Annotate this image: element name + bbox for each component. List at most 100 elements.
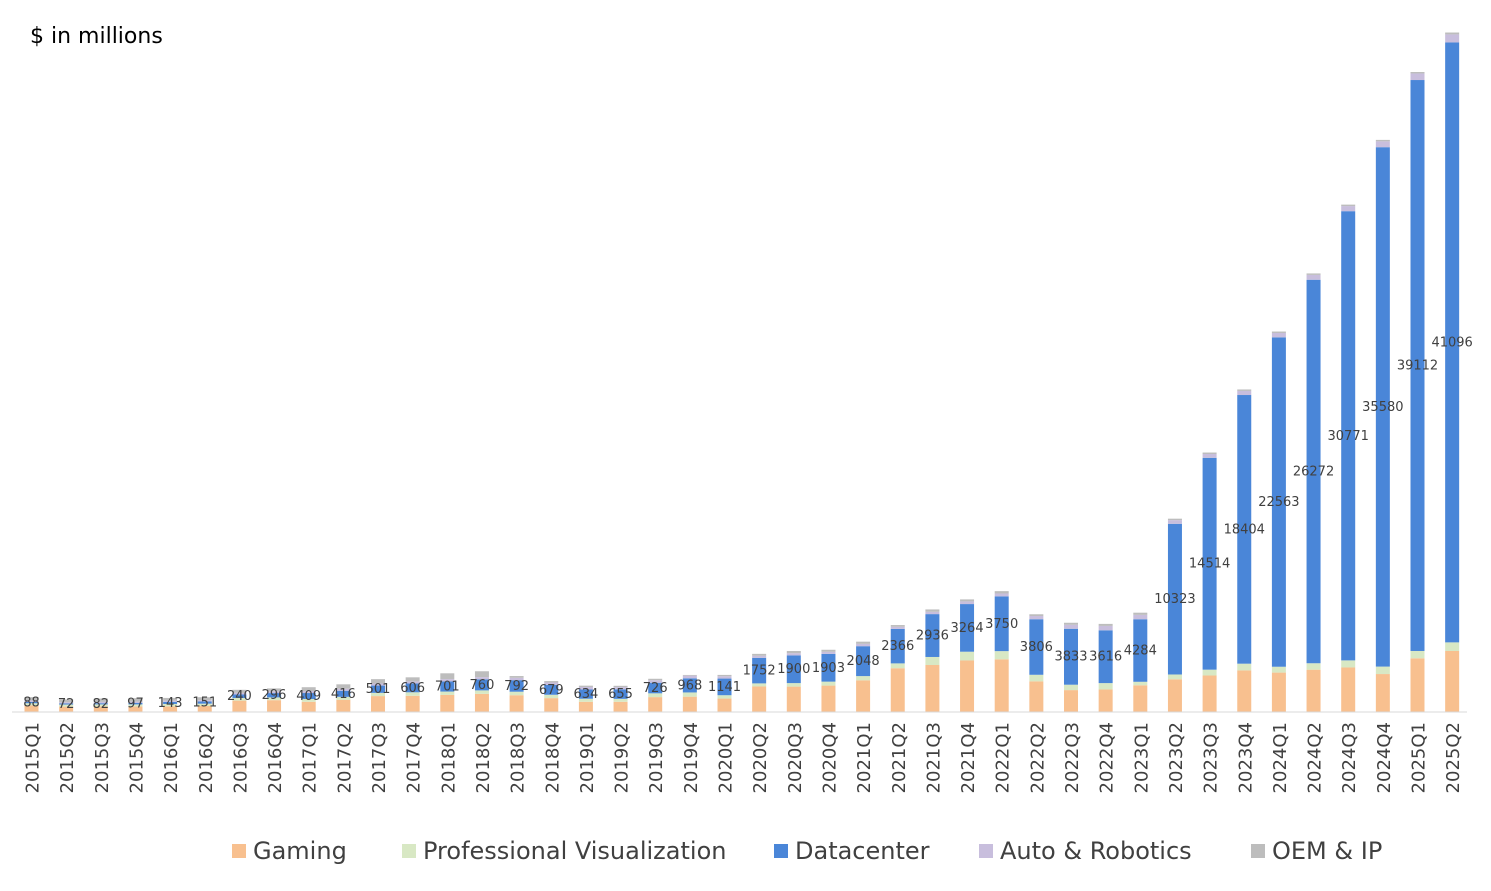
- bar-oem-and-ip-2024Q3: [1341, 204, 1356, 207]
- x-tick-2025Q2: 2025Q2: [1443, 722, 1464, 793]
- bar-oem-and-ip-2024Q4: [1375, 139, 1390, 142]
- data-label-2023Q1: 4284: [1124, 644, 1157, 659]
- x-tick-2021Q3: 2021Q3: [923, 722, 944, 793]
- legend-swatch-datacenter: [774, 844, 788, 858]
- bar-oem-and-ip-2016Q1: [163, 697, 178, 701]
- bar-professional-visualization-2016Q4: [267, 697, 282, 701]
- x-tick-2019Q1: 2019Q1: [577, 722, 598, 793]
- bar-professional-visualization-2023Q3: [1202, 669, 1217, 676]
- bar-professional-visualization-2019Q4: [682, 692, 697, 697]
- bar-oem-and-ip-2025Q1: [1410, 72, 1425, 74]
- bar-oem-and-ip-2024Q1: [1271, 331, 1286, 333]
- data-label-2025Q2: 41096: [1431, 335, 1472, 350]
- bar-gaming-2018Q1: [440, 694, 455, 712]
- bar-oem-and-ip-2025Q2: [1445, 32, 1460, 35]
- bar-professional-visualization-2017Q3: [371, 692, 385, 697]
- bar-gaming-2020Q4: [821, 685, 836, 712]
- bar-professional-visualization-2023Q2: [1167, 674, 1182, 680]
- x-tick-2015Q4: 2015Q4: [126, 722, 147, 793]
- legend-label-oem-and-ip: OEM & IP: [1272, 837, 1382, 865]
- bar-oem-and-ip-2020Q1: [717, 674, 732, 677]
- bar-professional-visualization-2017Q2: [336, 696, 351, 700]
- bar-professional-visualization-2018Q3: [509, 691, 524, 696]
- bar-gaming-2017Q1: [301, 701, 316, 712]
- bar-datacenter-2015Q3: [93, 703, 108, 705]
- bar-gaming-2022Q4: [1098, 689, 1113, 712]
- data-label-2016Q2: 151: [192, 696, 217, 711]
- bar-oem-and-ip-2019Q1: [578, 685, 593, 687]
- datacenter-data-labels: 88 72 82 97 143 151 240 296 409 416 501 606 701 760 79…: [23, 335, 1473, 712]
- data-label-2018Q1: 701: [435, 679, 460, 694]
- bar-oem-and-ip-2018Q4: [544, 681, 559, 683]
- data-label-2021Q1: 2048: [847, 654, 880, 669]
- x-tick-2022Q2: 2022Q2: [1027, 722, 1048, 793]
- bar-oem-and-ip-2019Q3: [648, 678, 663, 681]
- bar-auto-and-robotics-2017Q1: [301, 690, 316, 694]
- bar-professional-visualization-2020Q2: [752, 683, 767, 687]
- bar-oem-and-ip-2018Q3: [509, 676, 524, 678]
- bar-gaming-2017Q4: [405, 695, 420, 712]
- legend-label-gaming: Gaming: [253, 837, 347, 865]
- bar-datacenter-2017Q3: [371, 685, 385, 693]
- bar-auto-and-robotics-2018Q3: [509, 677, 524, 681]
- bar-datacenter-2019Q2: [613, 689, 628, 699]
- x-tick-2025Q1: 2025Q1: [1409, 722, 1430, 793]
- bar-oem-and-ip-2015Q1: [24, 697, 39, 701]
- bar-oem-and-ip-2019Q4: [682, 674, 697, 676]
- data-label-2021Q2: 2366: [881, 639, 914, 654]
- bar-professional-visualization-2015Q1: [24, 703, 39, 706]
- bar-oem-and-ip-2022Q1: [994, 591, 1009, 594]
- x-tick-2021Q2: 2021Q2: [889, 722, 910, 793]
- bar-datacenter-2020Q3: [786, 655, 801, 684]
- bar-auto-and-robotics-2024Q1: [1271, 332, 1286, 338]
- x-tick-2021Q1: 2021Q1: [854, 722, 875, 793]
- bar-gaming-2018Q2: [474, 693, 489, 712]
- bar-professional-visualization-2025Q2: [1445, 642, 1460, 651]
- bar-auto-and-robotics-2024Q4: [1375, 141, 1390, 148]
- bar-gaming-2016Q4: [267, 700, 282, 712]
- bar-gaming-2019Q2: [613, 701, 628, 712]
- bar-oem-and-ip-2023Q2: [1167, 518, 1182, 521]
- bar-professional-visualization-2024Q2: [1306, 663, 1321, 670]
- x-tick-2021Q4: 2021Q4: [958, 722, 979, 793]
- bar-auto-and-robotics-2019Q3: [648, 680, 663, 683]
- data-label-2022Q3: 3833: [1054, 650, 1087, 665]
- bar-datacenter-2018Q3: [509, 680, 524, 692]
- x-tick-2018Q2: 2018Q2: [473, 722, 494, 793]
- bar-oem-and-ip-2016Q4: [267, 688, 282, 692]
- bar-oem-and-ip-2024Q2: [1306, 273, 1321, 275]
- x-tick-2017Q3: 2017Q3: [369, 722, 390, 793]
- bar-professional-visualization-2024Q3: [1341, 660, 1356, 668]
- bar-professional-visualization-2016Q2: [197, 703, 212, 707]
- bar-gaming-2017Q2: [336, 699, 351, 712]
- bar-auto-and-robotics-2015Q4: [128, 701, 143, 703]
- data-label-2016Q3: 240: [227, 689, 252, 704]
- x-tick-2024Q2: 2024Q2: [1305, 722, 1326, 793]
- bar-auto-and-robotics-2017Q2: [336, 688, 351, 691]
- bar-professional-visualization-2019Q2: [613, 698, 628, 702]
- data-label-2019Q3: 726: [643, 681, 668, 696]
- x-tick-2019Q3: 2019Q3: [646, 722, 667, 793]
- bar-datacenter-2022Q2: [1029, 619, 1044, 675]
- bar-datacenter-2023Q4: [1237, 395, 1252, 664]
- bar-auto-and-robotics-2023Q3: [1202, 454, 1217, 458]
- bar-datacenter-2017Q1: [301, 693, 316, 700]
- bar-oem-and-ip-2015Q4: [128, 698, 143, 702]
- bar-datacenter-2019Q1: [578, 689, 593, 699]
- x-tick-2019Q4: 2019Q4: [681, 722, 702, 793]
- bar-oem-and-ip-2017Q3: [371, 679, 385, 684]
- bar-gaming-2023Q3: [1202, 675, 1217, 712]
- bar-professional-visualization-2017Q1: [301, 699, 316, 702]
- data-label-2024Q4: 35580: [1362, 400, 1403, 415]
- bar-oem-and-ip-2018Q1: [440, 673, 455, 680]
- bar-datacenter-2016Q3: [232, 694, 247, 698]
- bar-oem-and-ip-2017Q4: [405, 677, 420, 682]
- data-label-2020Q2: 1752: [743, 664, 776, 679]
- x-tick-2017Q1: 2017Q1: [300, 722, 321, 793]
- data-label-2022Q1: 3750: [985, 617, 1018, 632]
- bar-professional-visualization-2020Q1: [717, 695, 732, 699]
- bar-datacenter-2022Q3: [1064, 628, 1078, 685]
- legend-label-professional-visualization: Professional Visualization: [423, 837, 726, 865]
- bar-professional-visualization-2022Q2: [1029, 674, 1044, 682]
- bar-auto-and-robotics-2023Q2: [1167, 520, 1182, 524]
